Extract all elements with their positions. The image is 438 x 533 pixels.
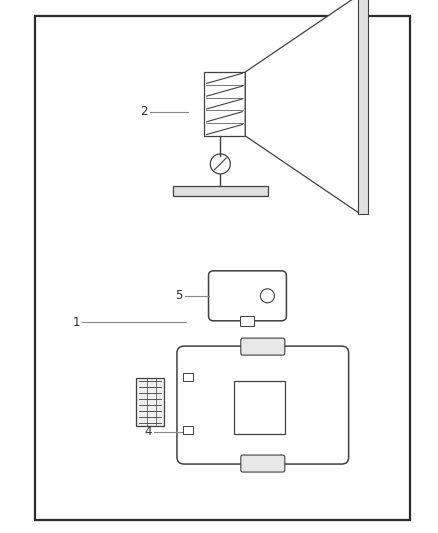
Bar [204,72,245,136]
Text: 1: 1 [72,316,80,329]
Bar [358,0,368,214]
Bar [35,16,410,520]
Polygon shape [245,0,360,214]
Bar [234,381,285,434]
Bar [183,373,193,381]
Text: 2: 2 [140,106,148,118]
FancyBboxPatch shape [177,346,349,464]
FancyBboxPatch shape [241,455,285,472]
FancyBboxPatch shape [208,271,286,321]
Bar [240,316,254,326]
Text: 4: 4 [145,425,152,438]
Circle shape [261,289,275,303]
FancyBboxPatch shape [241,338,285,355]
Text: 5: 5 [176,289,183,302]
Bar [173,186,268,196]
Circle shape [210,154,230,174]
Bar [183,426,193,434]
Bar [136,378,164,426]
